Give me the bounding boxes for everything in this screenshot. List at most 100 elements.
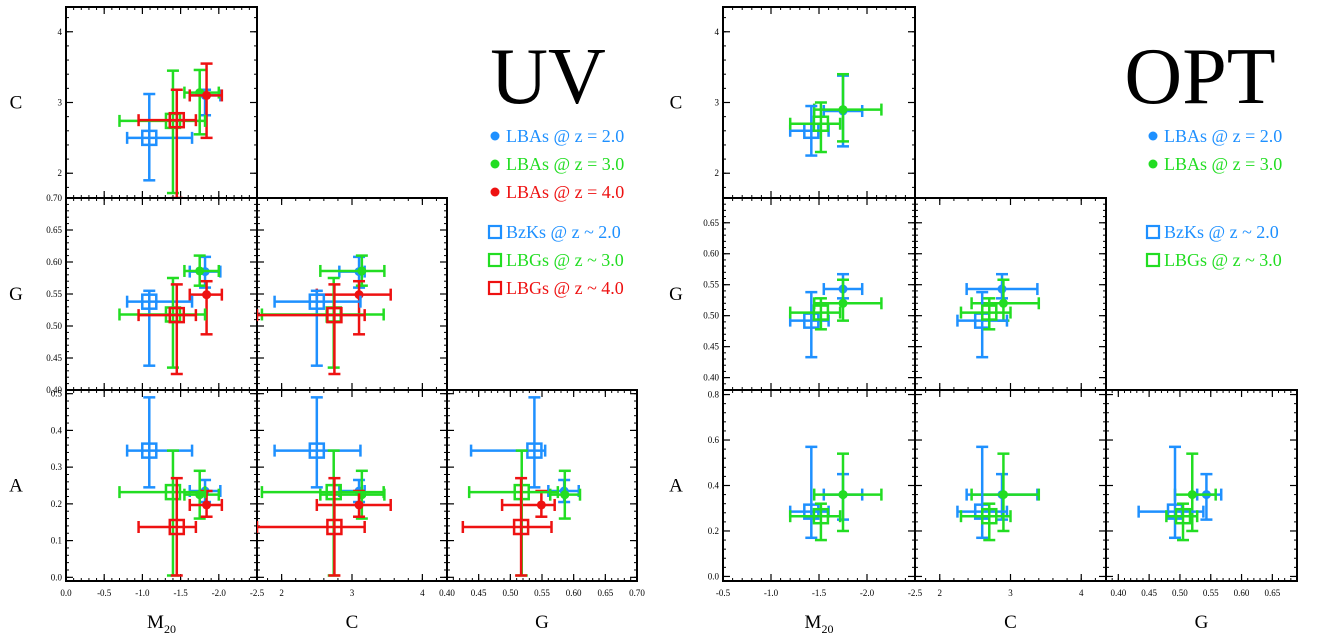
- marker-square: [168, 306, 186, 324]
- legend-marker-circle: [490, 187, 500, 197]
- x-tick-label: -0.5: [97, 588, 112, 598]
- x-tick-label: 0.45: [471, 588, 487, 598]
- legend-item: LBAs @ z = 2.0: [490, 126, 624, 146]
- data-point: [788, 290, 830, 359]
- panel-frame: [914, 197, 1107, 391]
- data-point: [188, 62, 224, 140]
- y-tick-label: 0.65: [703, 218, 719, 228]
- data-point: [319, 254, 386, 287]
- x-axis-label: G: [535, 612, 549, 633]
- x-tick-label: -0.5: [716, 588, 731, 598]
- x-axis-label: M20: [805, 612, 834, 635]
- y-tick-label: 0.1: [51, 536, 62, 546]
- y-tick-label: 0.6: [708, 435, 720, 445]
- panel-frame: [65, 197, 258, 391]
- panel-a-vs-c: 2 3 4: [914, 389, 1107, 598]
- data-points: [461, 396, 582, 577]
- x-tick-label: 0.40: [1110, 588, 1126, 598]
- legend-label: BzKs @ z ~ 2.0: [506, 222, 621, 242]
- x-tick-label: 0.60: [1234, 588, 1250, 598]
- panel-a-vs-g: 0.40 0.45 0.50 0.55 0.60 0.65 0.70: [439, 389, 645, 598]
- panel-frame: [446, 389, 638, 582]
- y-tick-label: 0.4: [708, 481, 720, 491]
- y-tick-label: 0.0: [708, 571, 720, 581]
- data-point: [1165, 502, 1199, 542]
- panel-g-vs-c: [256, 197, 448, 391]
- chart-title: UV: [490, 33, 606, 121]
- x-tick-label: 0.50: [1172, 588, 1188, 598]
- y-axis-label: C: [670, 93, 683, 114]
- y-tick-label: 0.40: [703, 373, 719, 383]
- data-points: [118, 254, 224, 376]
- marker-square: [981, 507, 998, 525]
- marker-circle: [997, 284, 1007, 294]
- legend-label: BzKs @ z ~ 2.0: [1164, 222, 1279, 242]
- panel-a-vs-g: 0.40 0.45 0.50 0.55 0.60 0.65: [1105, 389, 1298, 598]
- legend-label: LBGs @ z ~ 3.0: [1164, 250, 1282, 270]
- panel-c-vs-m20: 2 3 4: [58, 6, 258, 199]
- data-point: [469, 396, 547, 489]
- panel-a-vs-c: 2 3 4: [256, 389, 448, 598]
- marker-square: [326, 306, 343, 324]
- data-point: [812, 278, 883, 322]
- y-tick-label: 0.60: [703, 249, 719, 259]
- y-tick-label: 3: [58, 98, 63, 108]
- panel-g-vs-m20: 0.40 0.45 0.50 0.55 0.60 0.65: [703, 197, 916, 391]
- marker-square: [141, 293, 158, 310]
- legend-label: LBGs @ z ~ 3.0: [506, 250, 624, 270]
- legend-marker-square: [1145, 252, 1161, 268]
- legend-label: LBGs @ z ~ 4.0: [506, 278, 624, 298]
- marker-circle: [202, 500, 212, 510]
- marker-circle: [357, 266, 367, 276]
- data-point: [260, 449, 385, 577]
- data-point: [461, 476, 553, 577]
- y-tick-label: 0.3: [51, 462, 63, 472]
- marker-circle: [560, 490, 570, 500]
- data-points: [956, 445, 1041, 542]
- marker-circle: [202, 290, 212, 300]
- y-tick-label: 0.5: [51, 389, 63, 399]
- data-point: [188, 279, 224, 336]
- y-tick-label: 0.40: [46, 385, 62, 395]
- data-point: [812, 452, 883, 533]
- legend-item: LBAs @ z = 4.0: [490, 182, 624, 202]
- legend-marker-square: [487, 280, 503, 296]
- y-tick-label: 0.65: [46, 225, 62, 235]
- data-points: [118, 396, 224, 577]
- y-axis-label: C: [10, 93, 23, 114]
- panel-a-vs-m20: 0.0 -0.5 -1.0 -1.5 -2.0 -2.5 0.0 0.1 0.2 0.3 0.4 0.…: [51, 389, 265, 598]
- x-tick-label: 3: [1008, 588, 1013, 598]
- data-point: [183, 68, 221, 136]
- legend-label: LBAs @ z = 2.0: [1164, 126, 1282, 146]
- legend-label: LBAs @ z = 3.0: [1164, 154, 1282, 174]
- marker-square: [164, 483, 182, 501]
- x-axis-label: M20: [147, 612, 176, 635]
- legend-item: BzKs @ z ~ 2.0: [487, 222, 621, 242]
- data-point: [188, 255, 222, 289]
- y-tick-label: 0.8: [708, 390, 720, 400]
- x-tick-label: 4: [1079, 588, 1084, 598]
- marker-square: [512, 518, 530, 536]
- y-tick-label: 0.70: [46, 193, 62, 203]
- x-tick-label: 0.70: [629, 588, 645, 598]
- data-point: [125, 396, 194, 489]
- x-tick-label: 0.65: [597, 588, 613, 598]
- panel-frame: [1105, 389, 1298, 582]
- data-point: [125, 92, 194, 182]
- legend-item: LBGs @ z ~ 4.0: [487, 278, 624, 298]
- marker-square: [812, 507, 830, 525]
- chart-title: OPT: [1124, 33, 1275, 121]
- y-tick-label: 0.55: [703, 280, 719, 290]
- x-axis-label: G: [1195, 612, 1209, 633]
- data-point: [183, 254, 221, 287]
- data-point: [118, 69, 207, 195]
- x-tick-label: 3: [350, 588, 355, 598]
- data-points: [1137, 445, 1223, 542]
- y-tick-label: 0.50: [703, 311, 719, 321]
- legend: LBAs @ z = 2.0 LBAs @ z = 3.0 LBAs @ z = 4…: [487, 126, 624, 298]
- x-tick-label: 0.40: [439, 588, 455, 598]
- data-point: [188, 489, 224, 518]
- x-tick-label: 0.55: [1203, 588, 1219, 598]
- data-point: [959, 297, 1012, 331]
- panel-frame: [256, 389, 448, 582]
